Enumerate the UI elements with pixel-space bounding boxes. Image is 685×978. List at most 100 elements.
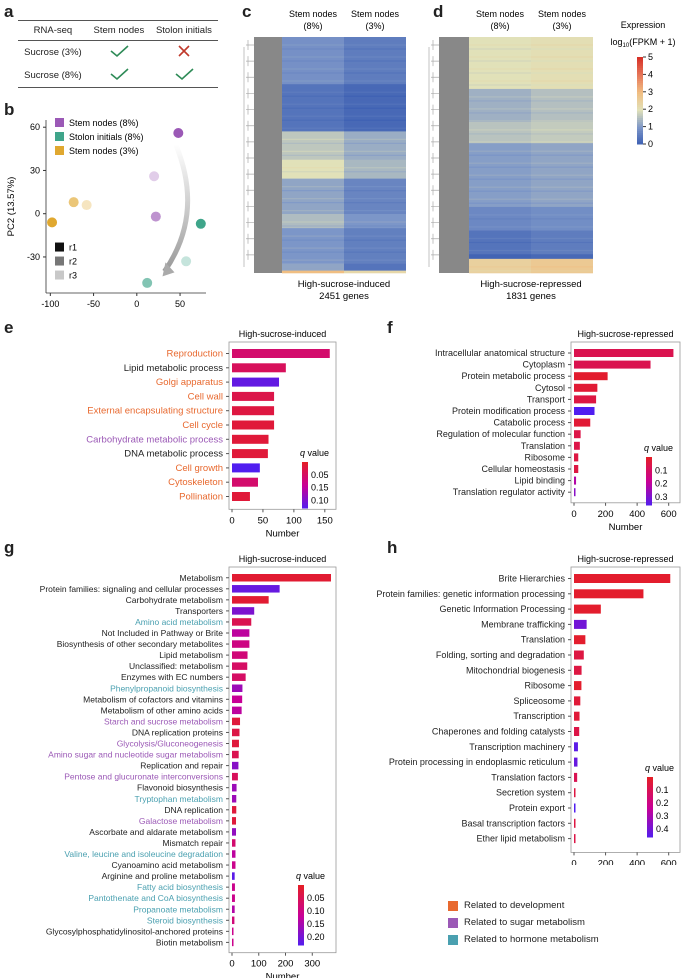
rna-seq-table: RNA-seq Stem nodes Stolon initials Sucro…	[18, 20, 218, 88]
colorbar-segment	[637, 128, 643, 132]
category-label: Pollination	[179, 492, 223, 503]
colorbar-segment	[646, 495, 652, 498]
legend-swatch	[55, 132, 64, 141]
panel-label-a: a	[4, 2, 14, 21]
category-label: Protein export	[509, 803, 566, 813]
bar	[574, 619, 587, 629]
q-symbol: q	[300, 448, 305, 458]
colorbar-segment	[298, 913, 304, 916]
x-tick-label: 50	[175, 299, 185, 309]
colorbar-segment	[646, 479, 652, 482]
dendrogram-branch	[431, 104, 439, 115]
panel-label-f: f	[387, 318, 393, 337]
category-label: Translation regulator activity	[453, 487, 566, 497]
colorbar-segment	[647, 827, 653, 830]
colorbar-segment	[298, 927, 304, 930]
category-label: Steroid biosynthesis	[147, 915, 223, 925]
category-label: Secretion system	[496, 788, 565, 798]
category-label: Ascorbate and aldarate metabolism	[89, 827, 223, 837]
colorbar-segment	[637, 85, 643, 88]
colorbar-segment	[302, 465, 308, 468]
bar	[574, 604, 601, 614]
x-tick-label: 400	[629, 858, 645, 865]
pca-point	[68, 197, 79, 208]
bar	[232, 938, 234, 947]
bar	[574, 635, 586, 645]
bar	[574, 696, 581, 706]
colorbar-segment	[646, 465, 652, 468]
colorbar-segment	[646, 474, 652, 477]
panel-label-e: e	[4, 318, 14, 337]
heatmap-cell	[469, 121, 531, 144]
bar	[232, 449, 268, 459]
colorbar-segment	[646, 458, 652, 461]
colorbar-segment	[647, 809, 653, 812]
legend-swatch	[55, 242, 64, 252]
category-label: Protein metabolic process	[461, 371, 565, 381]
category-label: DNA replication	[164, 805, 223, 815]
colorbar-segment	[647, 785, 653, 788]
colorbar-segment	[637, 126, 643, 130]
dendrogram-branch	[246, 169, 254, 180]
colorbar-segment	[647, 819, 653, 822]
colorbar-tick-label: 0.1	[655, 465, 668, 475]
table-row: Sucrose (3%)	[18, 41, 218, 65]
pca-point	[47, 217, 58, 228]
heatmap-cell	[282, 178, 344, 215]
colorbar-segment	[637, 122, 643, 125]
dendrogram-branch	[431, 56, 439, 67]
panel-label-b: b	[4, 100, 15, 119]
colorbar-segment	[637, 111, 643, 115]
heatmap-cell	[531, 254, 593, 260]
x-tick-label: 100	[286, 515, 302, 526]
colorbar-tick-label: 0.05	[307, 893, 325, 903]
category-label: Carbohydrate metabolism	[126, 595, 223, 605]
category-label: Folding, sorting and degradation	[436, 650, 565, 660]
colorbar-segment	[647, 807, 653, 810]
colorbar-tick-label: 0.05	[311, 470, 329, 480]
category-label: Tryptophan metabolism	[134, 794, 223, 804]
bar	[232, 607, 255, 615]
bar	[232, 492, 250, 501]
colorbar-segment	[647, 799, 653, 802]
category-label: Transcription machinery	[469, 742, 565, 752]
colorbar-segment	[302, 495, 308, 498]
colorbar-title: q value	[296, 871, 325, 881]
dendrogram-branch	[246, 56, 254, 67]
category-label: Cell cycle	[182, 420, 223, 431]
bar	[574, 418, 591, 427]
colorbar-segment	[298, 935, 304, 938]
chart-title: High-sucrose-repressed	[577, 329, 673, 339]
colorbar-segment	[298, 925, 304, 928]
column-label: (8%)	[303, 21, 322, 31]
colorbar-tick-label: 0.1	[656, 785, 669, 795]
colorbar-segment	[298, 937, 304, 940]
colorbar-title: q value	[300, 448, 329, 458]
colorbar-segment	[298, 929, 304, 932]
bar	[232, 750, 239, 759]
bar	[232, 420, 275, 430]
colorbar-segment	[646, 457, 652, 460]
y-tick-label: 30	[30, 165, 40, 175]
colorbar-segment	[298, 885, 304, 888]
colorbar-segment	[646, 498, 652, 501]
column-label: (8%)	[490, 21, 509, 31]
bar-chart-h: High-sucrose-repressed Brite Hierarchies P…	[376, 554, 681, 865]
colorbar-segment	[637, 93, 643, 97]
dendrogram-branch	[431, 120, 439, 131]
colorbar-segment	[298, 901, 304, 904]
heatmap-caption: 1831 genes	[506, 291, 556, 302]
category-label: Cytoskeleton	[168, 477, 223, 488]
dendrogram-branch	[431, 136, 439, 147]
colorbar-segment	[637, 124, 643, 128]
bar	[232, 717, 241, 726]
colorbar-segment	[302, 481, 308, 484]
plot-frame	[570, 566, 681, 853]
bar	[232, 839, 236, 847]
colorbar-title: q value	[645, 763, 674, 773]
legend-label: r3	[69, 271, 77, 281]
colorbar-segment	[302, 475, 308, 478]
panel-label-c: c	[242, 2, 252, 21]
table-header: Stem nodes	[87, 20, 150, 41]
colorbar-segment	[637, 104, 643, 108]
